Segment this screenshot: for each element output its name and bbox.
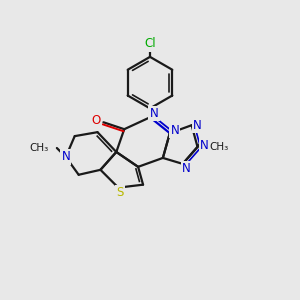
Text: N: N: [170, 124, 179, 137]
Text: N: N: [182, 162, 191, 175]
Text: N: N: [193, 119, 202, 132]
Text: Cl: Cl: [144, 38, 156, 50]
Text: N: N: [150, 107, 158, 120]
Text: N: N: [61, 150, 70, 164]
Text: S: S: [117, 186, 124, 199]
Text: N: N: [200, 139, 209, 152]
Text: CH₃: CH₃: [209, 142, 229, 152]
Text: O: O: [92, 114, 101, 127]
Text: CH₃: CH₃: [30, 143, 49, 153]
